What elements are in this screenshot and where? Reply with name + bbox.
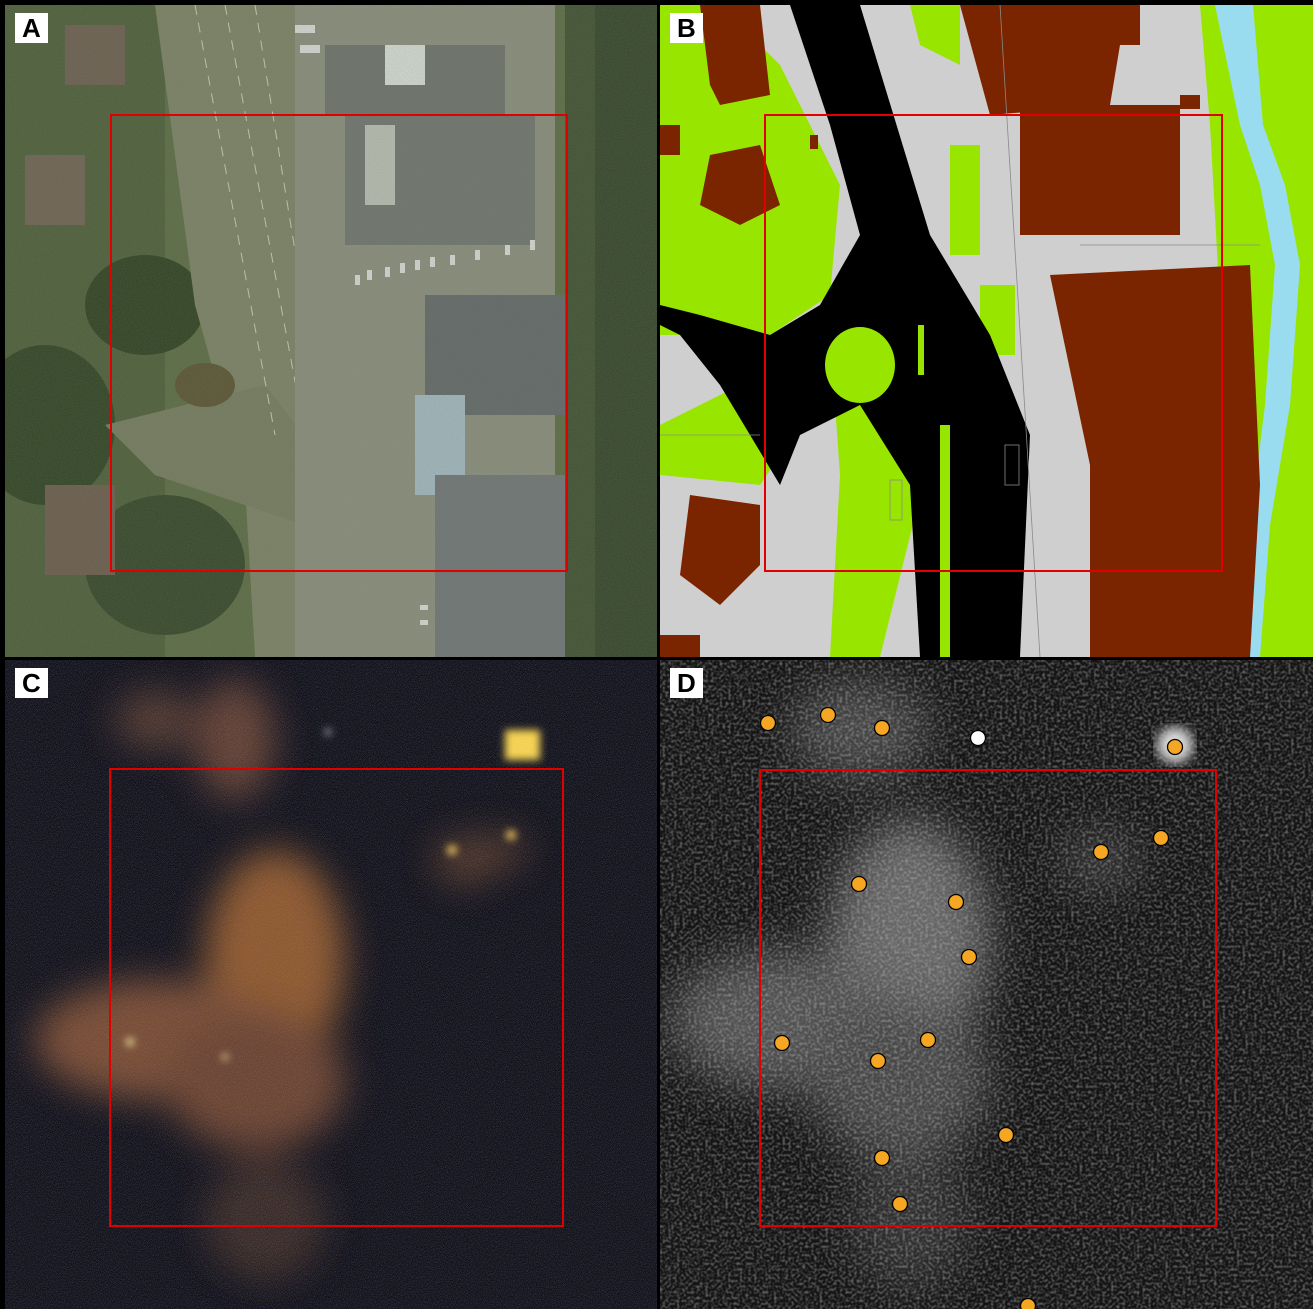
aerial-photo-image [5,5,657,657]
land-cover-map [660,5,1313,657]
light-point-marker [1092,843,1110,861]
light-point-marker [997,1126,1015,1144]
region-of-interest-box [764,114,1223,572]
light-point-marker [960,948,978,966]
light-point-marker [947,893,965,911]
light-point-marker [869,1052,887,1070]
panel-c-night-light-image: C [5,660,657,1309]
panel-label-d: D [670,668,703,698]
light-point-marker [850,875,868,893]
panel-label-c: C [15,668,48,698]
light-point-marker [773,1034,791,1052]
light-point-marker [891,1195,909,1213]
panel-label-b: B [670,13,703,43]
light-point-marker [919,1031,937,1049]
panel-a-aerial-photo: A [5,5,657,657]
light-point-marker [873,1149,891,1167]
panel-b-land-cover-map: B [660,5,1313,657]
region-of-interest-box [110,114,568,572]
light-point-white-marker [969,729,987,747]
panel-d-night-light-grayscale: D [660,660,1313,1309]
light-point-marker [1166,738,1184,756]
region-of-interest-box [109,768,564,1227]
light-point-marker [819,706,837,724]
light-point-marker [1152,829,1170,847]
light-point-marker [873,719,891,737]
panel-label-a: A [15,13,48,43]
light-point-marker [1019,1297,1037,1309]
region-of-interest-box [759,769,1217,1227]
light-source-points [759,706,1184,1309]
light-point-marker [759,714,777,732]
